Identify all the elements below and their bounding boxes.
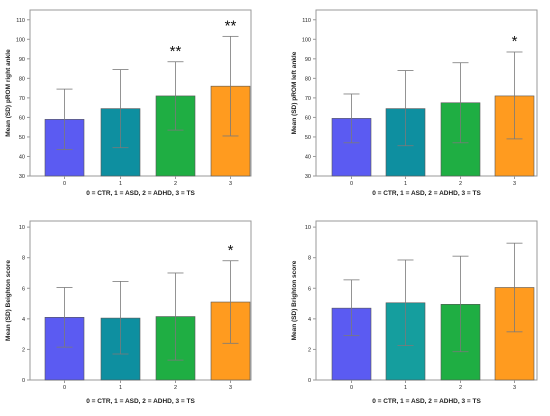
- x-tick-label: 3: [513, 385, 516, 391]
- y-axis-label: Mean (SD) Beighton score: [5, 260, 12, 341]
- x-tick-label: 0: [350, 181, 353, 187]
- y-axis-label: Mean (SD) pROM left ankle: [291, 51, 298, 134]
- x-tick-label: 1: [404, 385, 407, 391]
- x-axis-label: 0 = CTR, 1 = ASD, 2 = ADHD, 3 = TS: [86, 398, 195, 405]
- y-tick-label: 90: [19, 57, 25, 63]
- x-tick-label: 1: [119, 385, 122, 391]
- significance-marker: *: [512, 33, 518, 50]
- plot-frame: [315, 220, 538, 381]
- y-axis-label: Mean (SD) Brighton score: [291, 260, 298, 340]
- y-tick-label: 4: [308, 317, 311, 323]
- y-tick-label: 110: [16, 18, 25, 24]
- x-tick-label: 0: [350, 385, 353, 391]
- x-tick-label: 2: [174, 181, 177, 187]
- y-tick-label: 8: [22, 256, 25, 262]
- y-tick-label: 2: [308, 347, 311, 353]
- y-tick-label: 100: [16, 37, 25, 43]
- y-tick-label: 80: [19, 76, 25, 82]
- y-tick-label: 80: [305, 76, 311, 82]
- x-tick-label: 2: [459, 181, 462, 187]
- x-tick-label: 0: [63, 181, 66, 187]
- chart-panel-4: 0 2 4 6 8 10 Mean (SD) Brighton score 0 1 2 3 0 = C…: [291, 220, 538, 405]
- y-tick-label: 40: [19, 154, 25, 160]
- y-tick-label: 50: [305, 135, 311, 141]
- y-tick-label: 6: [22, 286, 25, 292]
- y-tick-label: 8: [308, 256, 311, 262]
- y-tick-label: 60: [19, 115, 25, 121]
- x-axis-label: 0 = CTR, 1 = ASD, 2 = ADHD, 3 = TS: [372, 398, 481, 405]
- chart-panel-3: 0 2 4 6 8 10 Mean (SD) Beighton score 0 1 2 3 * 0 = …: [5, 220, 252, 405]
- y-axis-label: Mean (SD) pROM right ankle: [5, 49, 12, 137]
- y-tick-label: 30: [19, 174, 25, 180]
- x-tick-label: 3: [229, 385, 232, 391]
- x-tick-label: 1: [404, 181, 407, 187]
- y-tick-label: 2: [22, 347, 25, 353]
- plot-frame: [29, 9, 252, 177]
- y-tick-label: 0: [22, 378, 25, 384]
- y-tick-label: 70: [305, 96, 311, 102]
- y-tick-label: 30: [305, 174, 311, 180]
- x-tick-label: 1: [119, 181, 122, 187]
- y-tick-label: 10: [19, 225, 25, 231]
- x-tick-label: 3: [513, 181, 516, 187]
- y-tick-label: 50: [19, 135, 25, 141]
- y-tick-label: 110: [302, 18, 311, 24]
- plot-frame: [29, 220, 252, 381]
- x-tick-label: 2: [459, 385, 462, 391]
- significance-marker: **: [225, 17, 237, 34]
- y-tick-label: 100: [302, 37, 311, 43]
- y-tick-label: 4: [22, 317, 25, 323]
- significance-marker: **: [170, 43, 182, 60]
- x-tick-label: 3: [229, 181, 232, 187]
- y-tick-label: 6: [308, 286, 311, 292]
- x-axis-label: 0 = CTR, 1 = ASD, 2 = ADHD, 3 = TS: [372, 190, 481, 197]
- y-tick-label: 70: [19, 96, 25, 102]
- x-axis-label: 0 = CTR, 1 = ASD, 2 = ADHD, 3 = TS: [86, 190, 195, 197]
- x-tick-label: 0: [63, 385, 66, 391]
- x-tick-label: 2: [174, 385, 177, 391]
- y-tick-label: 90: [305, 57, 311, 63]
- significance-marker: *: [228, 242, 234, 259]
- y-tick-label: 10: [305, 225, 311, 231]
- y-tick-label: 0: [308, 378, 311, 384]
- y-tick-label: 40: [305, 154, 311, 160]
- y-tick-label: 60: [305, 115, 311, 121]
- plot-frame: [315, 9, 538, 177]
